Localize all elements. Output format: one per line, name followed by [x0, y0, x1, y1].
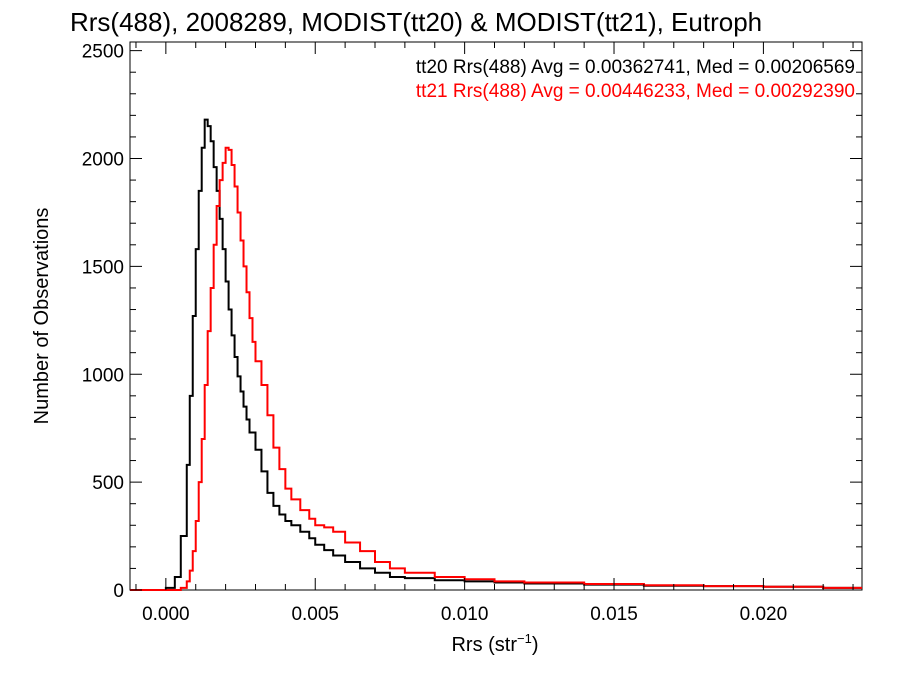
y-tick-label: 2000 — [82, 150, 124, 171]
series-layer — [130, 118, 862, 591]
x-tick-label: 0.000 — [142, 604, 190, 625]
x-tick-label: 0.015 — [590, 604, 638, 625]
legend-entry-tt21: tt21 Rrs(488) Avg = 0.00446233, Med = 0.… — [416, 81, 855, 102]
x-axis-label-superscript: −1 — [517, 631, 532, 646]
x-axis-label-end: ) — [532, 634, 539, 656]
plot-frame — [129, 41, 863, 591]
x-axis-label: Rrs (str−1) — [451, 631, 538, 656]
y-axis-label: Number of Observations — [31, 208, 53, 425]
x-tick-label: 0.010 — [441, 604, 489, 625]
y-tick-label: 0 — [113, 581, 124, 602]
y-tick-label: 2500 — [82, 42, 124, 63]
tick-layer: 0.000 0.005 0.010 0.015 0.020 0 500 1000 1500 200… — [82, 42, 862, 625]
x-tick-label: 0.005 — [291, 604, 339, 625]
plot-border — [129, 41, 863, 591]
chart-title: Rrs(488), 2008289, MODIST(tt20) & MODIST… — [70, 7, 762, 37]
series-line-tt20 — [130, 118, 862, 591]
y-tick-label: 500 — [92, 473, 124, 494]
legend-entry-tt20: tt20 Rrs(488) Avg = 0.00362741, Med = 0.… — [416, 57, 855, 78]
x-axis-label-text: Rrs (str — [451, 634, 517, 656]
series-line-tt21 — [130, 146, 862, 591]
y-tick-label: 1500 — [82, 257, 124, 278]
y-tick-label: 1000 — [82, 365, 124, 386]
x-tick-label: 0.020 — [740, 604, 788, 625]
